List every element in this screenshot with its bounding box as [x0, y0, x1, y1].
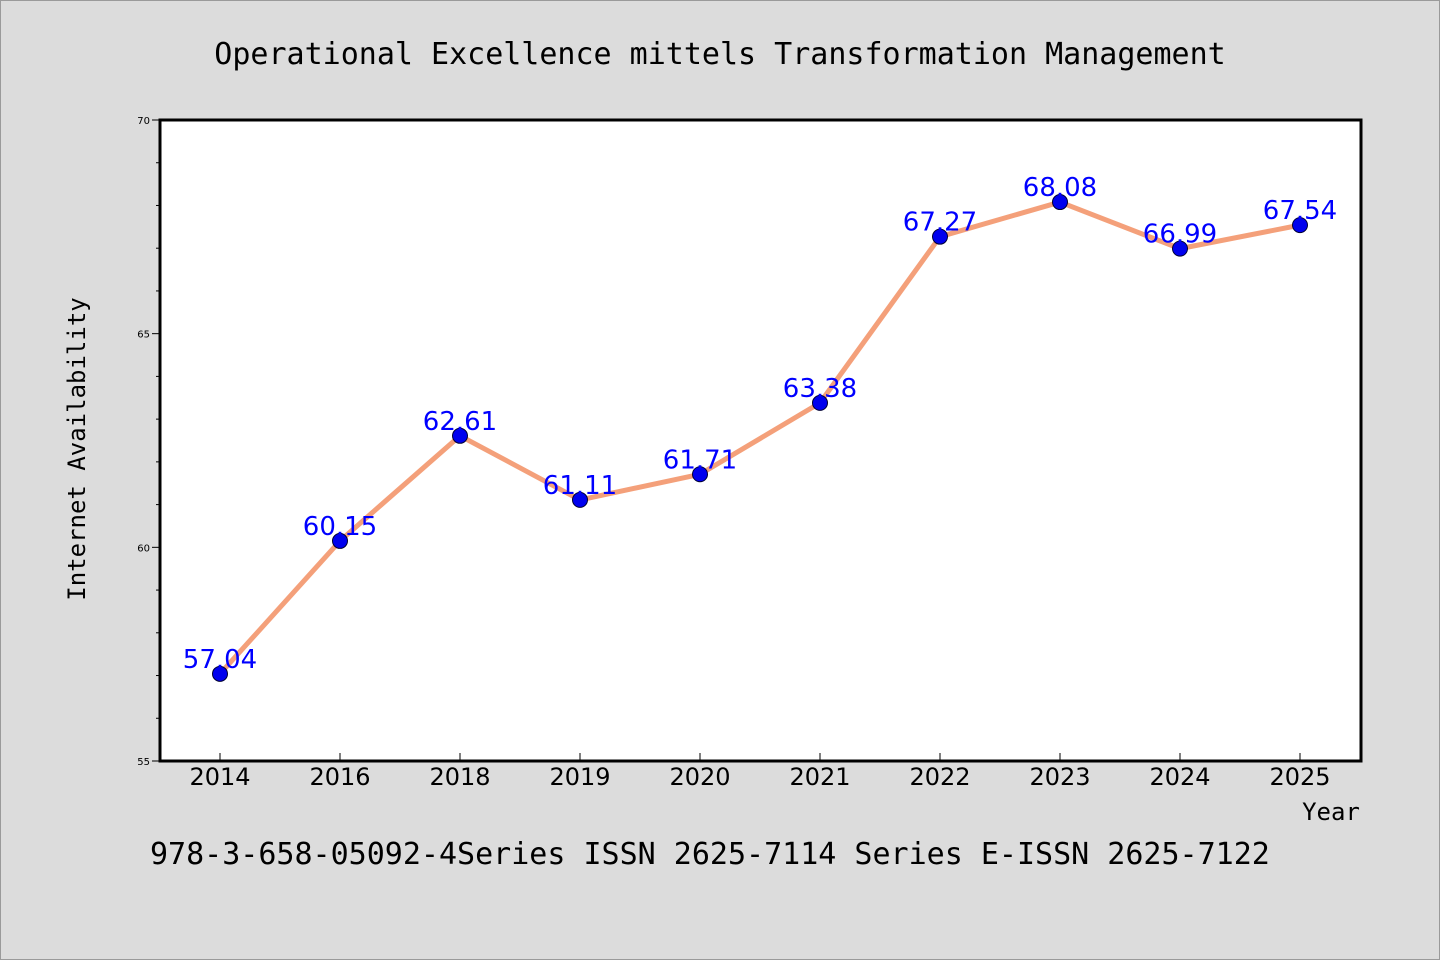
x-tick-label: 2019	[549, 763, 610, 791]
data-label: 67.27	[903, 208, 977, 238]
y-axis-label: Internet Availability	[63, 297, 91, 600]
data-point	[572, 491, 588, 508]
x-axis: 2014 2016 2018 2019 2020 2021 2022 2023 2024 2025	[189, 753, 1331, 791]
series-layer: 57.04 60.15 62.61 61.11 61.71 63.38 67.27 68.08…	[183, 173, 1337, 682]
x-tick-label: 2025	[1269, 763, 1330, 791]
data-point	[932, 228, 948, 245]
data-point	[452, 427, 468, 444]
data-label: 57.04	[183, 645, 257, 675]
chart-title: Operational Excellence mittels Transform…	[214, 37, 1225, 72]
x-tick-label: 2016	[309, 763, 370, 791]
data-point	[812, 394, 828, 411]
data-point	[1052, 194, 1068, 211]
data-label: 61.11	[543, 471, 617, 501]
data-label: 63.38	[783, 374, 857, 404]
x-tick-label: 2022	[909, 763, 970, 791]
x-tick-label: 2018	[429, 763, 490, 791]
data-point	[1292, 217, 1308, 234]
x-tick-label: 2014	[189, 763, 250, 791]
x-tick-label: 2020	[669, 763, 730, 791]
x-tick-label: 2021	[789, 763, 850, 791]
data-label: 68.08	[1023, 173, 1097, 203]
y-tick-label: 60	[137, 543, 150, 554]
y-tick-label: 70	[137, 116, 150, 127]
x-axis-label: Year	[1302, 798, 1360, 826]
data-point	[332, 532, 348, 549]
y-tick-label: 55	[137, 757, 150, 768]
footer-text: 978-3-658-05092-4Series ISSN 2625-7114 S…	[150, 837, 1270, 872]
y-axis: 55 60 65 70	[137, 116, 160, 768]
data-label: 66.99	[1143, 220, 1217, 250]
y-tick-label: 65	[137, 330, 150, 341]
x-tick-label: 2023	[1029, 763, 1090, 791]
data-label: 61.71	[663, 445, 737, 475]
data-label: 60.15	[303, 512, 377, 542]
x-tick-label: 2024	[1149, 763, 1210, 791]
data-label: 62.61	[423, 407, 497, 437]
data-label: 67.54	[1263, 196, 1337, 226]
data-point	[212, 665, 228, 682]
data-point	[692, 466, 708, 483]
series-line	[217, 199, 1303, 677]
plot-area	[158, 118, 1363, 763]
data-point	[1172, 240, 1188, 257]
